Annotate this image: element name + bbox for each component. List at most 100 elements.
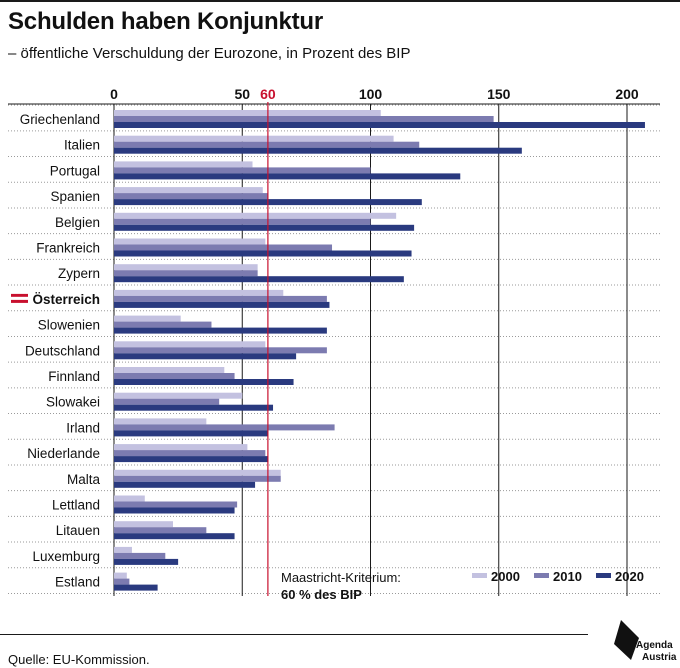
legend-label: 2010 xyxy=(553,569,582,584)
bar-2010 xyxy=(114,450,266,457)
category-label: Zypern xyxy=(58,266,100,281)
logo-text-line1: Agenda xyxy=(636,640,673,651)
bar-2010 xyxy=(114,347,327,354)
category-label: Malta xyxy=(67,472,101,487)
bar-2020 xyxy=(114,379,294,385)
category-label: Frankreich xyxy=(36,241,100,256)
chart-subtitle: – öffentliche Verschuldung der Eurozone,… xyxy=(8,45,411,62)
bar-2020 xyxy=(114,456,268,463)
category-label: Slowenien xyxy=(38,318,100,333)
bar-2000 xyxy=(114,161,253,168)
bar-2010 xyxy=(114,578,130,585)
category-label: Finnland xyxy=(48,369,100,384)
agenda-austria-logo: Agenda Austria xyxy=(612,618,676,666)
bar-2020 xyxy=(114,276,404,283)
x-tick-label: 0 xyxy=(110,86,118,102)
bar-2000 xyxy=(114,367,225,373)
bar-2010 xyxy=(114,167,371,174)
bar-2000 xyxy=(114,289,284,296)
bar-chart: 0 50 100 150 200 Griechenland Italien Portugal S… xyxy=(8,86,660,602)
bar-2020 xyxy=(114,481,256,488)
category-label: Italien xyxy=(64,138,100,153)
bar-2010 xyxy=(114,295,327,302)
bar-2010 xyxy=(114,527,207,534)
bar-2010 xyxy=(114,552,166,559)
bar-2010 xyxy=(114,270,258,277)
bar-2020 xyxy=(114,301,330,308)
legend-swatch-2000 xyxy=(472,573,487,578)
reference-annotation: Maastricht-Kriterium: xyxy=(281,570,401,585)
top-rule xyxy=(0,0,680,2)
bar-2010 xyxy=(114,321,212,328)
austria-flag-icon xyxy=(11,293,28,297)
legend-label: 2020 xyxy=(615,569,644,584)
bar-2010 xyxy=(114,424,335,431)
bar-2020 xyxy=(114,250,412,257)
bar-2020 xyxy=(114,584,158,591)
logo-text-line2: Austria xyxy=(642,652,677,663)
legend-swatch-2020 xyxy=(596,573,611,578)
bar-2020 xyxy=(114,147,522,154)
bar-2010 xyxy=(114,244,333,251)
category-label: Estland xyxy=(55,575,100,590)
bar-2020 xyxy=(114,404,274,411)
category-label: Luxemburg xyxy=(32,549,100,564)
category-label: Irland xyxy=(66,420,100,435)
bar-2020 xyxy=(114,533,235,540)
bar-2000 xyxy=(114,110,381,116)
bar-2000 xyxy=(114,444,248,451)
x-tick-label: 50 xyxy=(234,86,250,102)
bar-2010 xyxy=(114,475,281,482)
bar-2000 xyxy=(114,521,173,528)
category-label: Litauen xyxy=(56,523,100,538)
bar-2020 xyxy=(114,122,645,128)
bar-2020 xyxy=(114,224,415,231)
bar-2000 xyxy=(114,187,263,194)
legend-swatch-2010 xyxy=(534,573,549,578)
category-label: Österreich xyxy=(32,292,100,307)
category-label: Niederlande xyxy=(27,446,100,461)
bar-2020 xyxy=(114,173,461,180)
x-tick-label: 100 xyxy=(359,86,383,102)
reference-annotation: 60 % des BIP xyxy=(281,587,362,602)
bar-2010 xyxy=(114,373,235,379)
bar-2000 xyxy=(114,212,397,219)
bar-2020 xyxy=(114,558,179,565)
bar-2010 xyxy=(114,193,268,200)
category-label: Lettland xyxy=(52,498,100,513)
x-tick-label: 150 xyxy=(487,86,511,102)
bar-2000 xyxy=(114,418,207,425)
bar-2000 xyxy=(114,238,266,245)
bar-2000 xyxy=(114,341,266,348)
logo-mark-icon xyxy=(614,620,639,660)
bar-2020 xyxy=(114,507,235,514)
bar-2010 xyxy=(114,501,238,508)
bar-2000 xyxy=(114,469,281,476)
bar-2000 xyxy=(114,495,145,502)
bar-2000 xyxy=(114,392,243,399)
source-note: Quelle: EU-Kommission. xyxy=(8,652,150,667)
category-label: Deutschland xyxy=(25,343,100,358)
bar-2020 xyxy=(114,430,268,437)
category-label: Griechenland xyxy=(20,112,100,127)
bar-2000 xyxy=(114,315,181,322)
x-tick-label: 200 xyxy=(615,86,639,102)
bar-2010 xyxy=(114,141,420,148)
legend-label: 2000 xyxy=(491,569,520,584)
bar-2000 xyxy=(114,264,258,271)
austria-flag-icon xyxy=(11,299,28,303)
bar-2020 xyxy=(114,327,327,334)
category-label: Spanien xyxy=(50,189,100,204)
footer-rule xyxy=(0,634,588,635)
bar-2010 xyxy=(114,398,220,405)
bar-2000 xyxy=(114,572,127,579)
reference-line-label: 60 xyxy=(260,86,276,102)
bar-2000 xyxy=(114,135,394,142)
bar-2020 xyxy=(114,353,297,360)
bar-2010 xyxy=(114,218,371,225)
chart-title: Schulden haben Konjunktur xyxy=(8,8,324,35)
category-label: Belgien xyxy=(55,215,100,230)
category-label: Slowakei xyxy=(46,395,100,410)
bar-2010 xyxy=(114,116,494,122)
bar-2000 xyxy=(114,546,132,553)
